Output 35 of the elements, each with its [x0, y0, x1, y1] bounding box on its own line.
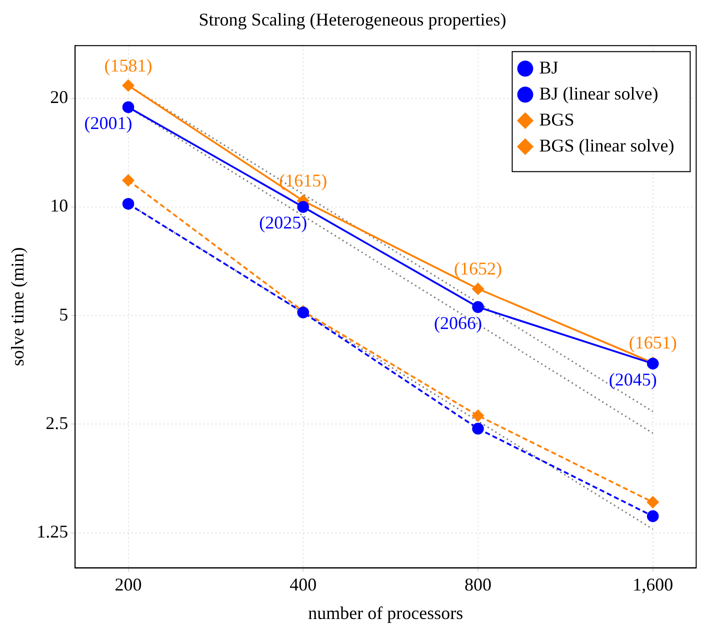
point	[122, 80, 134, 92]
x-tick-label: 1,600	[632, 574, 674, 594]
point	[472, 410, 484, 422]
annotation: (2045)	[608, 369, 657, 390]
y-axis-title: solve time (min)	[8, 247, 28, 366]
point	[646, 496, 659, 508]
annotation: (2066)	[434, 312, 482, 333]
point	[122, 198, 134, 210]
legend-label: BJ (linear solve)	[539, 83, 658, 104]
x-tick-label: 400	[290, 574, 317, 594]
x-tick-label: 200	[114, 574, 142, 594]
point	[122, 174, 134, 186]
legend-label: BGS (linear solve)	[539, 135, 674, 156]
annotation: (2025)	[259, 212, 308, 233]
point	[472, 282, 484, 295]
annotation: (2001)	[84, 112, 132, 133]
legend-label: BGS	[539, 109, 574, 130]
point	[472, 301, 484, 313]
annotation: (1651)	[628, 332, 677, 352]
annotation: (1615)	[279, 170, 328, 191]
annotation: (1652)	[454, 258, 502, 279]
y-tick-label: 20	[50, 87, 68, 108]
x-tick-label: 800	[464, 574, 492, 594]
y-tick-label: 2.5	[46, 412, 68, 433]
point	[472, 422, 484, 435]
point	[646, 510, 659, 522]
legend-label: BJ	[539, 57, 558, 78]
point	[122, 101, 134, 114]
chart-title: Strong Scaling (Heterogeneous properties)	[198, 10, 506, 30]
x-axis-title: number of processors	[308, 602, 464, 623]
y-tick-label: 1.25	[36, 522, 68, 542]
point	[297, 201, 310, 213]
annotation: (1581)	[104, 55, 152, 76]
y-tick-label: 10	[50, 196, 68, 216]
y-tick-label: 5	[59, 304, 68, 324]
